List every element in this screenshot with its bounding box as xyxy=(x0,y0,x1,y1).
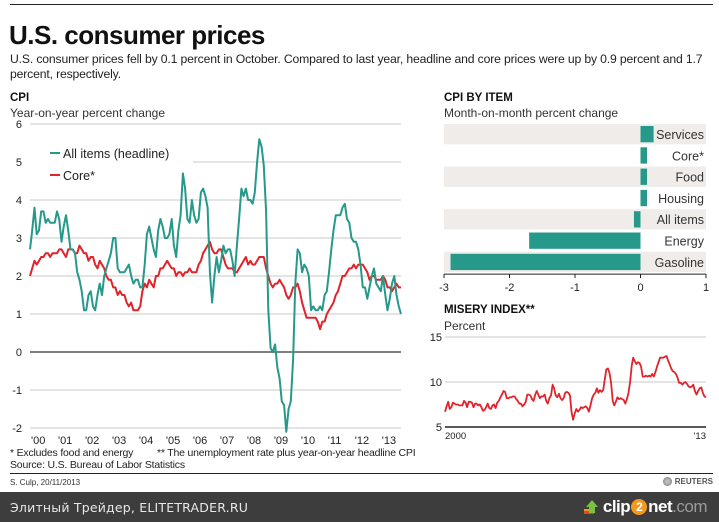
source-note: Source: U.S. Bureau of Labor Statistics xyxy=(10,459,185,471)
x-tick-label: '13 xyxy=(382,435,396,447)
by-item-chart-title: CPI BY ITEM xyxy=(444,92,513,104)
bar-gasoline xyxy=(450,253,641,271)
bar-category-label: All items xyxy=(657,213,704,227)
x-tick-label: '06 xyxy=(193,435,207,447)
y-tick-label: 10 xyxy=(430,377,442,389)
bar-all-items xyxy=(633,211,641,228)
logo-net: net xyxy=(648,497,673,516)
x-tick-label: 0 xyxy=(637,282,643,294)
logo-clip: clip xyxy=(602,497,631,516)
x-tick-label: '03 xyxy=(112,435,126,447)
y-tick-label: 1 xyxy=(16,309,22,321)
x-tick-label: '08 xyxy=(247,435,261,447)
y-tick-label: 15 xyxy=(430,332,442,344)
clip2net-logo[interactable]: clip 2 net .com xyxy=(583,497,707,517)
x-tick-label: '02 xyxy=(85,435,99,447)
page-subtitle: U.S. consumer prices fell by 0.1 percent… xyxy=(10,52,703,81)
x-tick-label: '04 xyxy=(139,435,153,447)
x-tick-label: '10 xyxy=(301,435,315,447)
bar-services xyxy=(640,126,654,143)
headline-series-line xyxy=(29,138,402,433)
page-title: U.S. consumer prices xyxy=(9,20,265,50)
by-item-chart-subtitle: Month-on-month percent change xyxy=(444,106,619,120)
y-tick-label: 2 xyxy=(16,271,22,283)
bar-energy xyxy=(529,232,641,249)
x-tick-label: '00 xyxy=(31,435,45,447)
upload-arrow-icon xyxy=(583,500,598,514)
x-tick-label: -1 xyxy=(570,282,580,294)
bar-category-label: Core* xyxy=(672,149,704,163)
y-tick-label: 6 xyxy=(16,119,22,131)
y-tick-label: 5 xyxy=(16,157,22,169)
y-tick-label: 0 xyxy=(16,347,22,359)
logo-two: 2 xyxy=(631,499,648,515)
author-credit: S. Culp, 20/11/2013 xyxy=(10,478,81,487)
bottom-rule xyxy=(10,473,713,474)
y-tick-label: 5 xyxy=(436,422,442,434)
misery-footnote: ** The unemployment rate plus year-on-ye… xyxy=(157,447,416,459)
bar-core xyxy=(640,147,648,164)
x-tick-label: 2000 xyxy=(445,431,466,442)
cpi-chart-subtitle: Year-on-year percent change xyxy=(10,106,165,120)
y-tick-label: 3 xyxy=(16,233,22,245)
x-tick-label: -3 xyxy=(439,282,449,294)
x-tick-label: '01 xyxy=(58,435,72,447)
footer-bar xyxy=(0,492,719,522)
y-tick-label: -1 xyxy=(12,385,22,397)
top-rule xyxy=(10,4,713,5)
bar-category-label: Energy xyxy=(664,235,704,249)
cpi-chart: 6 5 4 3 2 1 0 -1 -2 '00 '01 '02 '03 '04 '05 '06 '07 '08 '… xyxy=(12,119,402,447)
bar-category-label: Gasoline xyxy=(655,256,704,270)
x-tick-label: '05 xyxy=(166,435,180,447)
y-tick-label: 4 xyxy=(16,195,22,207)
reuters-label: REUTERS xyxy=(674,477,713,486)
legend-label-headline: All items (headline) xyxy=(63,147,169,161)
legend-label-core: Core* xyxy=(63,169,95,183)
by-item-chart: Services Core* Food Housing All items Energy G… xyxy=(439,124,709,294)
x-tick-label: '13 xyxy=(694,431,706,442)
y-tick-label: -2 xyxy=(12,423,22,435)
reuters-logo: REUTERS xyxy=(662,477,713,486)
bar-housing xyxy=(640,189,648,207)
x-tick-label: 1 xyxy=(703,282,709,294)
row-band xyxy=(444,166,706,187)
watermark-text: Элитный Трейдер, ELITETRADER.RU xyxy=(10,500,249,515)
logo-com: .com xyxy=(672,497,707,516)
x-tick-label: '07 xyxy=(220,435,234,447)
misery-chart-subtitle: Percent xyxy=(444,319,486,333)
x-tick-label: '09 xyxy=(274,435,288,447)
reuters-icon xyxy=(662,477,672,486)
core-footnote: * Excludes food and energy xyxy=(10,447,134,459)
cpi-chart-title: CPI xyxy=(10,92,30,104)
misery-series-line xyxy=(444,354,707,421)
x-tick-label: -2 xyxy=(505,282,515,294)
x-tick-label: '11 xyxy=(328,435,342,447)
misery-chart-title: MISERY INDEX** xyxy=(444,304,535,316)
x-tick-label: '12 xyxy=(355,435,369,447)
bar-category-label: Food xyxy=(676,171,705,185)
core-series-line xyxy=(29,240,401,331)
bar-category-label: Housing xyxy=(658,192,704,206)
bar-category-label: Services xyxy=(656,128,704,142)
bar-food xyxy=(640,168,648,185)
